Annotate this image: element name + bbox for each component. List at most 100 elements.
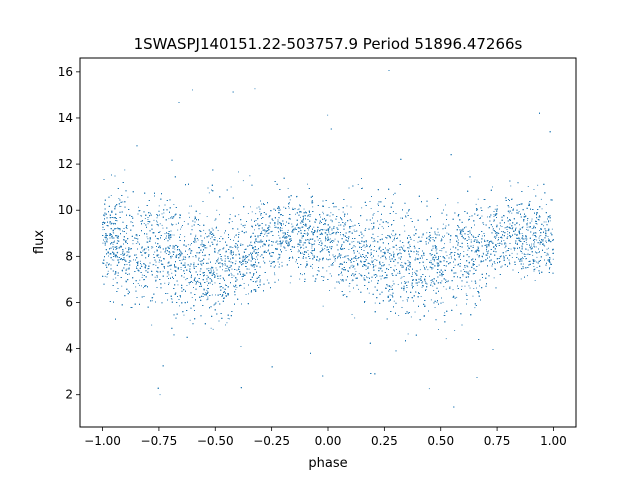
scatter-point (446, 232, 448, 234)
scatter-point (349, 291, 351, 293)
scatter-point (263, 236, 264, 237)
scatter-point (249, 175, 251, 177)
scatter-point (142, 250, 144, 252)
scatter-point (206, 262, 208, 264)
scatter-point (152, 264, 154, 266)
scatter-point (362, 245, 364, 247)
scatter-point (126, 264, 128, 265)
scatter-point (305, 211, 306, 213)
scatter-point (415, 270, 417, 272)
scatter-point (136, 262, 138, 263)
scatter-point (219, 214, 220, 216)
scatter-point (458, 239, 459, 241)
scatter-point (393, 300, 395, 302)
scatter-point (424, 280, 426, 282)
scatter-point (194, 280, 196, 282)
scatter-point (238, 171, 239, 173)
scatter-point (477, 198, 479, 200)
scatter-point (271, 261, 273, 263)
scatter-point (332, 232, 334, 234)
scatter-point (413, 240, 415, 241)
scatter-point (120, 206, 122, 207)
scatter-point (476, 287, 477, 289)
scatter-point (426, 232, 428, 234)
scatter-point (352, 279, 354, 281)
scatter-point (409, 255, 410, 257)
scatter-point (332, 242, 333, 243)
scatter-point (533, 189, 535, 190)
scatter-point (392, 280, 394, 282)
scatter-point (274, 227, 276, 228)
scatter-point (483, 199, 485, 200)
scatter-point (171, 234, 173, 236)
scatter-point (124, 252, 126, 254)
scatter-point (297, 251, 299, 253)
scatter-point (403, 285, 405, 287)
scatter-point (449, 241, 451, 243)
scatter-point (424, 304, 426, 306)
scatter-point (202, 244, 204, 246)
scatter-point (519, 224, 520, 226)
scatter-point (307, 183, 308, 185)
scatter-point (527, 275, 528, 277)
scatter-point (420, 279, 421, 281)
scatter-point (247, 213, 249, 214)
scatter-point (351, 264, 353, 266)
scatter-point (110, 195, 112, 196)
scatter-point (509, 227, 511, 228)
scatter-point (526, 226, 528, 228)
scatter-point (374, 302, 376, 304)
scatter-point (552, 240, 553, 241)
scatter-point (358, 241, 360, 243)
scatter-point (155, 264, 157, 266)
scatter-point (186, 285, 188, 286)
scatter-point (454, 272, 456, 274)
scatter-point (494, 235, 496, 237)
scatter-point (278, 235, 280, 236)
scatter-point (117, 240, 118, 242)
scatter-point (158, 205, 160, 207)
scatter-point (475, 269, 477, 271)
scatter-point (343, 235, 344, 237)
scatter-point (168, 218, 170, 220)
scatter-point (210, 327, 212, 329)
scatter-point (199, 213, 201, 215)
scatter-point (373, 260, 374, 262)
scatter-point (289, 235, 291, 237)
scatter-point (132, 243, 134, 245)
scatter-point (219, 275, 221, 277)
scatter-point (342, 295, 344, 296)
scatter-point (548, 247, 549, 249)
scatter-point (310, 214, 312, 215)
scatter-point (295, 261, 297, 263)
scatter-point (195, 236, 197, 237)
scatter-point (375, 265, 377, 267)
scatter-point (430, 260, 432, 262)
scatter-point (313, 226, 315, 228)
scatter-point (531, 220, 533, 222)
scatter-point (139, 279, 141, 281)
scatter-point (225, 324, 226, 326)
scatter-point (292, 256, 293, 258)
scatter-point (381, 234, 383, 235)
scatter-point (303, 242, 305, 244)
scatter-point (135, 243, 137, 244)
scatter-point (300, 240, 302, 241)
scatter-point (544, 245, 546, 247)
scatter-point (414, 271, 416, 273)
scatter-point (521, 246, 523, 248)
scatter-point (450, 255, 452, 257)
scatter-point (312, 254, 314, 256)
scatter-point (385, 288, 387, 289)
scatter-point (476, 254, 478, 256)
scatter-point (239, 261, 240, 263)
scatter-point (312, 264, 313, 265)
scatter-point (185, 279, 187, 281)
scatter-point (487, 207, 489, 209)
scatter-point (518, 239, 520, 241)
scatter-point (171, 272, 173, 274)
scatter-point (139, 260, 141, 262)
scatter-point (305, 212, 307, 213)
scatter-point (507, 236, 509, 238)
scatter-point (235, 234, 237, 236)
